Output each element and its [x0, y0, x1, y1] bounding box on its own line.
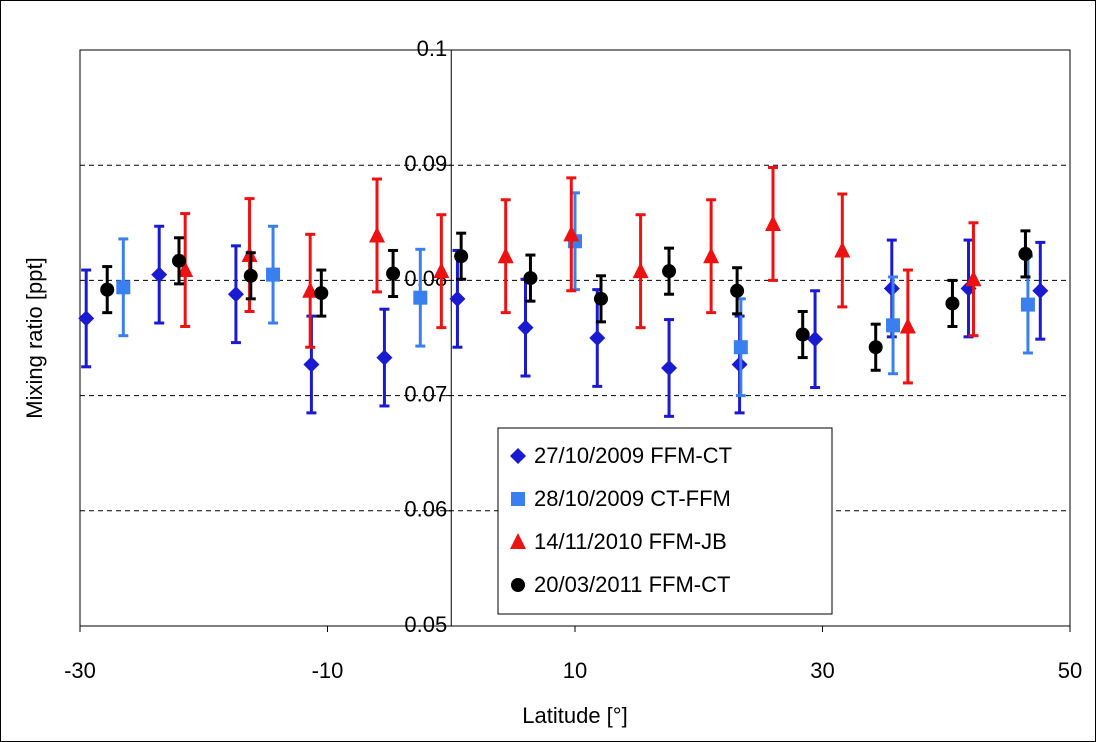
marker-diamond [78, 310, 95, 327]
marker-triangle [510, 533, 526, 549]
legend-box [497, 427, 833, 615]
marker-square [1020, 297, 1035, 312]
marker-square [266, 267, 281, 282]
marker-triangle [177, 261, 194, 278]
series [100, 229, 1033, 372]
legend-label: 20/03/2011 FFM-CT [534, 572, 730, 597]
marker-diamond [807, 331, 824, 348]
y-axis-label: Mixing ratio [ppt] [22, 257, 47, 418]
marker-diamond [303, 356, 320, 373]
marker-triangle [834, 241, 851, 258]
marker-square [886, 318, 901, 333]
legend-label: 27/10/2009 FFM-CT [534, 443, 732, 468]
legend-label: 28/10/2009 CT-FFM [534, 486, 731, 511]
x-tick-label: 10 [563, 658, 587, 683]
marker-circle [100, 282, 115, 297]
marker-circle [243, 268, 258, 283]
marker-triangle [965, 270, 982, 287]
x-axis-label: Latitude [°] [522, 703, 627, 728]
marker-triangle [703, 247, 720, 264]
marker-diamond [589, 330, 606, 346]
marker-circle [511, 578, 525, 592]
marker-diamond [661, 359, 678, 376]
marker-diamond [151, 266, 168, 283]
marker-circle [523, 271, 538, 286]
marker-square [413, 290, 428, 305]
x-tick-label: 30 [810, 658, 834, 683]
marker-triangle [369, 226, 385, 243]
marker-diamond [517, 319, 534, 336]
series [78, 224, 1049, 418]
y-tick-label: 0.07 [404, 381, 447, 406]
x-tick-label: -10 [312, 658, 344, 683]
x-tick-label: 50 [1058, 658, 1082, 683]
x-tick-label: -30 [64, 658, 96, 683]
marker-circle [593, 291, 608, 306]
marker-circle [795, 327, 810, 342]
marker-diamond [510, 448, 526, 464]
marker-circle [172, 253, 186, 268]
marker-diamond [227, 286, 244, 303]
y-tick-label: 0.06 [404, 497, 447, 522]
marker-square [511, 492, 525, 506]
marker-circle [945, 296, 960, 311]
y-tick-label: 0.1 [417, 36, 448, 61]
marker-triangle [563, 225, 580, 242]
marker-square [733, 340, 748, 355]
legend: 27/10/2009 FFM-CT 28/10/2009 CT-FFM 14/11/… [497, 427, 833, 615]
marker-square [116, 280, 131, 295]
marker-triangle [433, 262, 450, 279]
marker-circle [662, 264, 677, 279]
marker-diamond [1032, 282, 1049, 299]
marker-circle [868, 340, 883, 355]
y-tick-label: 0.05 [404, 612, 447, 637]
marker-diamond [376, 349, 393, 366]
marker-triangle [632, 262, 649, 279]
marker-circle [454, 249, 469, 264]
legend-label: 14/11/2010 FFM-JB [534, 529, 727, 554]
marker-triangle [497, 247, 514, 264]
marker-triangle [302, 281, 319, 298]
marker-circle [314, 286, 329, 301]
marker-diamond [449, 290, 466, 307]
y-tick-label: 0.09 [404, 151, 447, 176]
series [116, 191, 1035, 398]
marker-circle [730, 283, 745, 298]
marker-triangle [765, 214, 781, 231]
marker-circle [1018, 246, 1033, 261]
marker-circle [386, 266, 401, 281]
marker-triangle [899, 317, 916, 334]
